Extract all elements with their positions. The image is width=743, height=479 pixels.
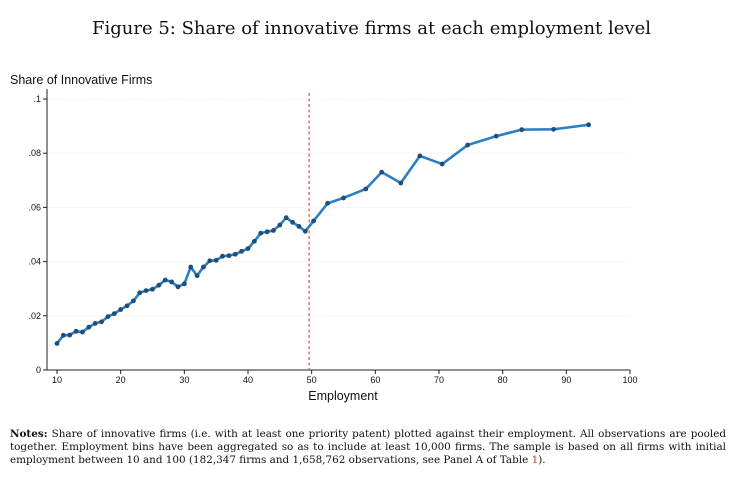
x-tick-label: 30 [179,375,189,385]
data-point [111,311,117,317]
data-point [379,169,385,175]
data-point [258,230,264,236]
data-point [439,161,445,167]
data-point [264,229,270,235]
series-line [55,123,590,345]
data-point [60,332,66,338]
x-axis-title: Employment [308,389,378,403]
axes [43,89,631,374]
x-tick-label: 40 [243,375,253,385]
figure-title: Figure 5: Share of innovative firms at e… [91,18,651,39]
data-point [131,298,136,304]
data-point [277,222,283,228]
data-point [232,251,238,257]
x-tick-label: 70 [434,375,444,385]
data-point [86,324,92,330]
data-point [283,215,289,221]
data-point [80,329,85,335]
x-tick-label: 80 [498,375,508,385]
table-reference-link[interactable]: 1 [531,454,539,466]
data-point [398,180,404,186]
y-tick-label: .06 [28,202,41,212]
data-point [73,328,79,334]
data-point [201,264,206,270]
data-point [105,314,111,320]
data-point [493,133,499,139]
data-point [143,288,149,293]
data-point [194,273,200,279]
data-point [99,319,104,325]
data-point [118,307,124,312]
data-point [239,248,245,254]
data-point [54,341,60,346]
data-point [67,332,73,338]
data-point [417,153,423,159]
data-point [465,142,471,148]
x-tick-label: 60 [370,375,380,385]
y-tick-label: .04 [28,257,41,267]
data-point [325,200,330,206]
data-point [302,228,308,234]
x-tick-label: 90 [561,375,571,385]
data-point [188,264,194,270]
series [54,122,592,346]
data-point [519,127,525,133]
data-point [226,253,232,259]
x-tick-label: 20 [116,375,126,385]
data-point [220,253,225,259]
x-tick-label: 100 [622,375,637,385]
figure-notes: Notes: Share of innovative firms (i.e. w… [10,428,726,467]
data-point [137,290,143,296]
data-point [124,303,130,309]
y-tick-label: .08 [28,148,41,158]
notes-label: Notes: [10,428,48,440]
data-point [251,238,257,244]
data-point [169,279,175,285]
data-point [271,228,276,233]
tick-labels: 0 .02 .04 .06 .08 .1 10 20 30 40 50 60 70 80 90 100 [28,94,637,385]
grid-lines [48,98,630,317]
data-point [290,219,295,225]
data-point [363,186,369,192]
data-point [175,284,181,290]
x-tick-label: 10 [52,375,62,385]
y-tick-label: .02 [28,311,41,321]
data-point [341,195,346,201]
data-point [207,258,213,264]
data-point [586,122,592,128]
data-point [92,320,98,326]
x-tick-label: 50 [307,375,317,385]
data-point [245,246,251,251]
data-point [150,286,155,292]
y-tick-label: 0 [36,365,41,375]
y-axis-title: Share of Innovative Firms [10,73,153,87]
y-tick-label: .1 [33,94,41,104]
data-point [213,257,219,263]
data-point [296,223,302,229]
data-point [162,277,168,283]
notes-text-end: ). [538,454,546,466]
notes-text: Share of innovative firms (i.e. with at … [10,428,726,466]
data-point [181,281,187,287]
data-point [311,218,316,224]
data-point [551,126,556,132]
data-point [156,282,162,288]
